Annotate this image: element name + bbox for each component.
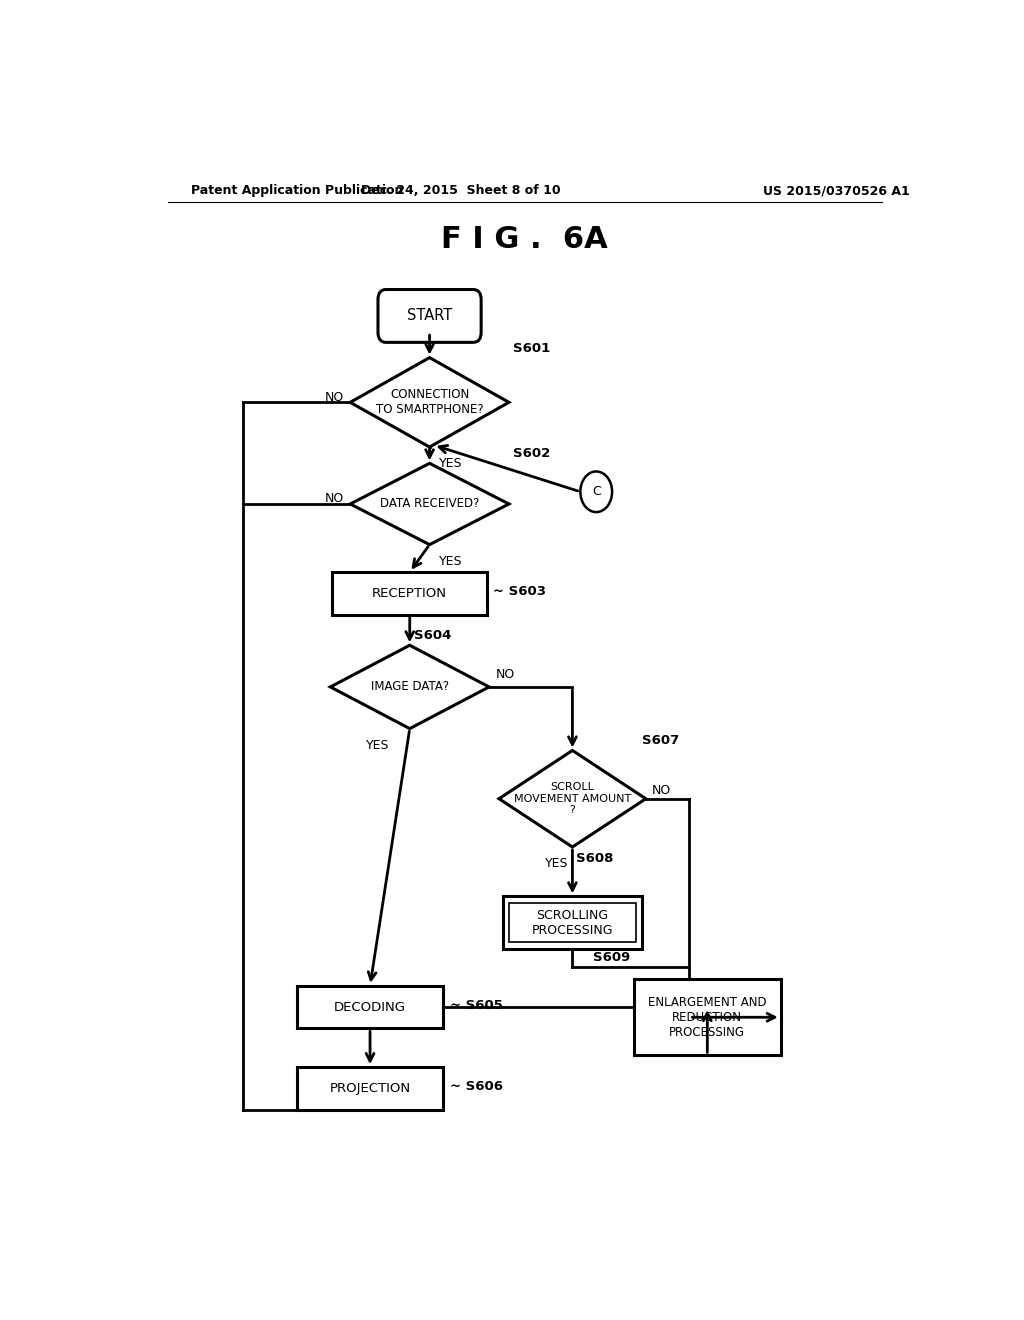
Text: NO: NO: [325, 492, 344, 506]
Text: RECEPTION: RECEPTION: [373, 587, 447, 599]
Text: PROJECTION: PROJECTION: [330, 1082, 411, 1094]
Text: S608: S608: [577, 853, 613, 865]
Text: DATA RECEIVED?: DATA RECEIVED?: [380, 498, 479, 511]
Text: S609: S609: [593, 950, 630, 964]
Text: F I G .  6A: F I G . 6A: [441, 226, 608, 255]
Text: START: START: [407, 309, 453, 323]
Bar: [297, 1067, 443, 1110]
Text: ~ S603: ~ S603: [494, 585, 547, 598]
Text: S602: S602: [513, 447, 550, 461]
Text: NO: NO: [325, 391, 344, 404]
Text: DECODING: DECODING: [334, 1001, 407, 1014]
Text: S601: S601: [513, 342, 550, 355]
Text: YES: YES: [439, 457, 463, 470]
Text: S604: S604: [414, 630, 451, 643]
Text: US 2015/0370526 A1: US 2015/0370526 A1: [763, 185, 909, 198]
Text: S607: S607: [642, 734, 679, 747]
Text: Dec. 24, 2015  Sheet 8 of 10: Dec. 24, 2015 Sheet 8 of 10: [361, 185, 561, 198]
Text: NO: NO: [496, 668, 515, 681]
Bar: [634, 979, 780, 1056]
Polygon shape: [350, 358, 509, 447]
Text: CONNECTION
TO SMARTPHONE?: CONNECTION TO SMARTPHONE?: [376, 388, 483, 416]
Text: SCROLL
MOVEMENT AMOUNT
?: SCROLL MOVEMENT AMOUNT ?: [514, 783, 631, 816]
Bar: [333, 572, 487, 615]
Text: SCROLLING
PROCESSING: SCROLLING PROCESSING: [531, 908, 613, 937]
Text: Patent Application Publication: Patent Application Publication: [191, 185, 403, 198]
Text: IMAGE DATA?: IMAGE DATA?: [371, 680, 449, 693]
Text: NO: NO: [652, 784, 672, 797]
Bar: [503, 896, 642, 949]
FancyBboxPatch shape: [378, 289, 481, 342]
Text: ~ S605: ~ S605: [450, 998, 503, 1011]
Text: ~ S606: ~ S606: [450, 1080, 503, 1093]
Text: ENLARGEMENT AND
REDUCTION
PROCESSING: ENLARGEMENT AND REDUCTION PROCESSING: [648, 995, 767, 1039]
Text: YES: YES: [545, 857, 568, 870]
Text: C: C: [592, 486, 601, 498]
Text: YES: YES: [439, 554, 463, 568]
Polygon shape: [499, 751, 646, 847]
Text: YES: YES: [367, 739, 390, 752]
Bar: [509, 903, 636, 942]
Polygon shape: [331, 645, 489, 729]
Polygon shape: [350, 463, 509, 545]
Circle shape: [581, 471, 612, 512]
Bar: [297, 986, 443, 1028]
